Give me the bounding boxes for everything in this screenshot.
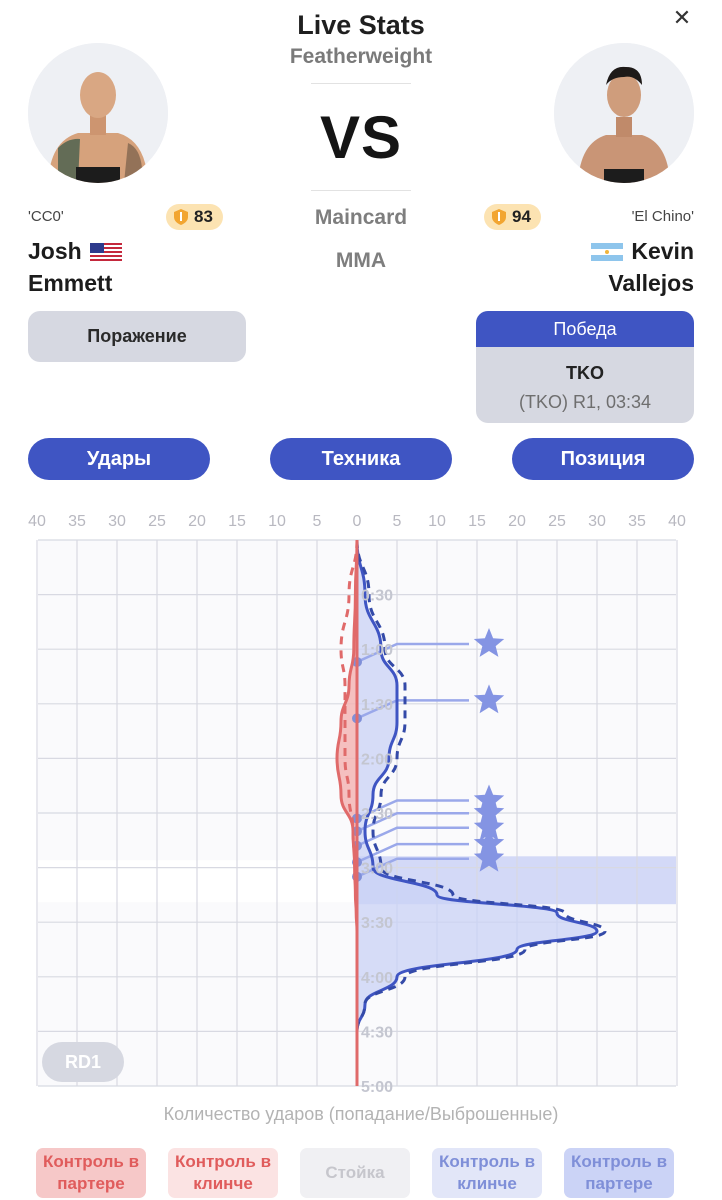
shield-icon — [492, 209, 506, 225]
x-tick-label: 35 — [628, 513, 646, 530]
knockdown-line — [356, 826, 469, 847]
knockdown-star — [473, 842, 505, 872]
time-tick-label: 5:00 — [361, 1079, 393, 1096]
tab-strikes[interactable]: Удары — [28, 438, 210, 480]
x-tick-label: 20 — [188, 513, 206, 530]
x-tick-label: 40 — [28, 513, 46, 530]
x-tick-label: 10 — [268, 513, 286, 530]
time-tick-label: 2:00 — [361, 751, 393, 768]
fighter-right-nickname: 'El Chino' — [631, 208, 694, 225]
strikes-chart: 40 35 30 25 20 15 10 5 0 5 10 15 20 25 30 35 40 0:30 1:00 1… — [28, 513, 686, 1096]
knockdown-star — [473, 811, 505, 841]
fighter-left-result: Поражение — [28, 311, 246, 362]
tab-technique[interactable]: Техника — [270, 438, 452, 480]
argentina-flag-icon — [591, 242, 624, 261]
knockdown-star — [473, 684, 505, 714]
divider — [311, 190, 411, 191]
time-tick-label: 3:30 — [361, 915, 393, 932]
knockdown-star — [473, 828, 505, 858]
close-icon[interactable]: ✕ — [672, 5, 692, 30]
x-tick-label: 20 — [508, 513, 526, 530]
x-tick-label: 15 — [228, 513, 246, 530]
fighter-right-rating: 94 — [512, 207, 531, 226]
x-tick-label: 0 — [353, 513, 362, 530]
time-tick-label: 1:30 — [361, 697, 393, 714]
time-tick-label: 3:00 — [361, 861, 393, 878]
x-tick-label: 10 — [428, 513, 446, 530]
knockdown-star — [473, 627, 505, 657]
divider — [311, 83, 411, 84]
time-tick-label: 4:00 — [361, 970, 393, 987]
fighter-right-result: Победа TKO (TKO) R1, 03:34 — [476, 311, 694, 423]
round-badge — [42, 1042, 124, 1082]
legend-item[interactable]: Контроль в партере — [564, 1148, 674, 1198]
fighter-left-first-name: Josh — [28, 240, 122, 263]
round-badge-label: RD1 — [65, 1052, 101, 1072]
legend-item[interactable]: Стойка — [300, 1148, 410, 1198]
knockdown-line — [356, 642, 469, 664]
legend-item[interactable]: Контроль в клинче — [168, 1148, 278, 1198]
shield-icon — [174, 209, 188, 225]
fighter-right-last-name: Vallejos — [608, 270, 694, 296]
fighter-left-rating-badge: 83 — [166, 204, 223, 230]
x-tick-label: 30 — [108, 513, 126, 530]
fighter-right-avatar — [554, 43, 694, 183]
fighter-left-avatar — [28, 43, 168, 183]
legend-item[interactable]: Контроль в партере — [36, 1148, 146, 1198]
x-tick-label: 40 — [668, 513, 686, 530]
fighter-left-nickname: 'CC0' — [28, 208, 64, 225]
time-tick-label: 1:00 — [361, 642, 393, 659]
time-tick-label: 0:30 — [361, 588, 393, 605]
vs-label: VS — [319, 104, 403, 171]
knockdown-line — [356, 811, 469, 833]
left-landed-area — [337, 540, 357, 1032]
x-tick-label: 30 — [588, 513, 606, 530]
weight-class: Featherweight — [289, 45, 433, 68]
tab-position[interactable]: Позиция — [512, 438, 694, 480]
sport-label: MMA — [335, 249, 387, 272]
time-tick-label: 2:30 — [361, 806, 393, 823]
x-tick-label: 35 — [68, 513, 86, 530]
result-win-label: Победа — [476, 311, 694, 347]
legend-item[interactable]: Контроль в клинче — [432, 1148, 542, 1198]
fighter-right-rating-badge: 94 — [484, 204, 541, 230]
page-title: Live Stats — [297, 10, 425, 40]
fighter-right-first-name: Kevin — [591, 240, 694, 263]
us-flag-icon — [89, 242, 122, 261]
x-tick-label: 25 — [148, 513, 166, 530]
fighter-right-first-name-text: Kevin — [631, 238, 694, 264]
knockdown-star — [473, 797, 505, 827]
chart-caption: Количество ударов (попадание/Выброшенные… — [163, 1104, 559, 1124]
result-method-detail: (TKO) R1, 03:34 — [518, 392, 652, 412]
fighter-left-rating: 83 — [194, 207, 213, 226]
knockdown-line — [356, 857, 469, 878]
card-label: Maincard — [314, 206, 408, 229]
x-tick-label: 5 — [313, 513, 322, 530]
x-tick-label: 25 — [548, 513, 566, 530]
fighter-left-first-name-text: Josh — [28, 238, 82, 264]
time-tick-label: 4:30 — [361, 1024, 393, 1041]
fighter-left-last-name: Emmett — [28, 270, 113, 296]
result-method: TKO — [566, 363, 604, 383]
right-thrown-line — [355, 539, 607, 1032]
x-tick-label: 5 — [393, 513, 402, 530]
x-tick-label: 15 — [468, 513, 486, 530]
